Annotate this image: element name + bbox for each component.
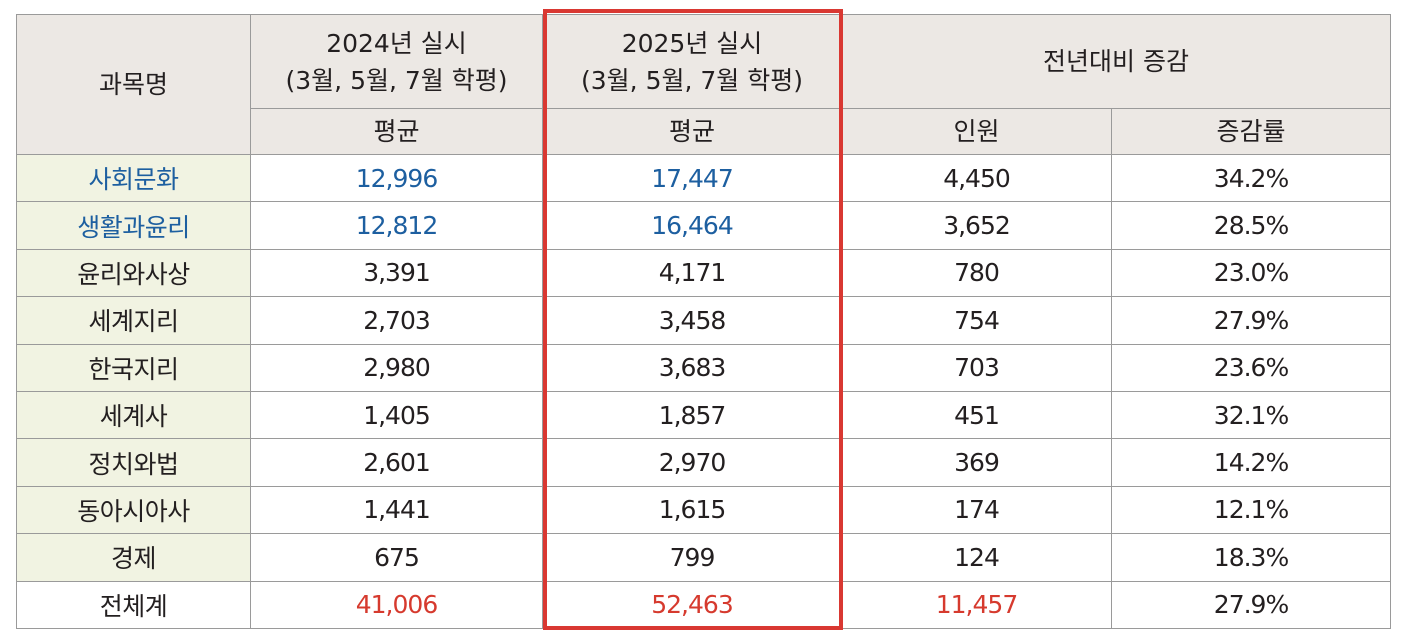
avg-2025-cell: 3,683: [542, 343, 842, 392]
table-row: 세계지리 2,703 3,458 754 27.9%: [16, 296, 1392, 345]
table-row: 경제 675 799 124 18.3%: [16, 533, 1392, 582]
avg-2024-cell: 1,441: [250, 485, 543, 535]
rate-change-cell: 27.9%: [1110, 296, 1392, 345]
avg-2024-cell: 12,812: [250, 201, 543, 250]
year-2024-subtitle: (3월, 5월, 7월 학평): [285, 65, 508, 95]
table-row: 사회문화 12,996 17,447 4,450 34.2%: [16, 153, 1392, 203]
avg-2025-cell: 16,464: [542, 201, 842, 250]
table-row: 정치와법 2,601 2,970 369 14.2%: [16, 438, 1392, 487]
people-change-cell: 124: [841, 533, 1112, 582]
total-avg-2025: 52,463: [542, 580, 842, 629]
rate-change-cell: 23.0%: [1110, 248, 1392, 298]
rate-change-cell: 32.1%: [1110, 390, 1392, 440]
subject-name: 생활과윤리: [16, 201, 251, 250]
people-change-cell: 754: [841, 296, 1112, 345]
year-2024-title: 2024년 실시: [326, 28, 467, 58]
avg-2025-header: 평균: [542, 108, 842, 155]
year-2025-subtitle: (3월, 5월, 7월 학평): [581, 65, 803, 95]
rate-change-cell: 18.3%: [1110, 533, 1392, 582]
avg-2025-cell: 1,857: [542, 390, 842, 440]
avg-2024-header: 평균: [250, 108, 543, 155]
people-header: 인원: [841, 108, 1112, 155]
rate-change-cell: 12.1%: [1110, 485, 1392, 535]
total-row: 전체계 41,006 52,463 11,457 27.9%: [16, 580, 1392, 629]
year-2025-title: 2025년 실시: [621, 28, 763, 58]
rate-change-cell: 28.5%: [1110, 201, 1392, 250]
subject-name: 윤리와사상: [16, 248, 251, 298]
table-row: 생활과윤리 12,812 16,464 3,652 28.5%: [16, 201, 1392, 250]
table-row: 동아시아사 1,441 1,615 174 12.1%: [16, 485, 1392, 535]
people-change-cell: 780: [841, 248, 1112, 298]
people-change-cell: 451: [841, 390, 1112, 440]
rate-change-cell: 34.2%: [1110, 153, 1392, 203]
avg-2025-cell: 4,171: [542, 248, 842, 298]
avg-2025-cell: 3,458: [542, 296, 842, 345]
total-people-change: 11,457: [841, 580, 1112, 629]
total-rate-change: 27.9%: [1110, 580, 1392, 629]
avg-2024-cell: 2,601: [250, 438, 543, 487]
year-2025-header: 2025년 실시 (3월, 5월, 7월 학평): [542, 14, 842, 109]
people-change-cell: 4,450: [841, 153, 1112, 203]
people-change-cell: 174: [841, 485, 1112, 535]
table-row: 한국지리 2,980 3,683 703 23.6%: [16, 343, 1392, 392]
subject-name: 한국지리: [16, 343, 251, 392]
avg-2024-cell: 2,703: [250, 296, 543, 345]
change-header: 전년대비 증감: [840, 14, 1392, 109]
subject-comparison-table: 과목명 2024년 실시 (3월, 5월, 7월 학평) 2025년 실시 (3월,…: [16, 14, 1392, 629]
rate-header: 증감률: [1110, 108, 1392, 155]
subject-name: 경제: [16, 533, 251, 582]
total-label: 전체계: [16, 580, 251, 629]
table-row: 윤리와사상 3,391 4,171 780 23.0%: [16, 248, 1392, 298]
people-change-cell: 369: [841, 438, 1112, 487]
people-change-cell: 703: [841, 343, 1112, 392]
subject-name: 세계사: [16, 390, 251, 440]
subject-name: 세계지리: [16, 296, 251, 345]
avg-2024-cell: 3,391: [250, 248, 543, 298]
avg-2024-cell: 675: [250, 533, 543, 582]
table-row: 세계사 1,405 1,857 451 32.1%: [16, 390, 1392, 440]
avg-2024-cell: 1,405: [250, 390, 543, 440]
avg-2024-cell: 12,996: [250, 153, 543, 203]
avg-2025-cell: 1,615: [542, 485, 842, 535]
avg-2025-cell: 17,447: [542, 153, 842, 203]
avg-2024-cell: 2,980: [250, 343, 543, 392]
subject-name: 정치와법: [16, 438, 251, 487]
subject-header: 과목명: [16, 14, 251, 155]
avg-2025-cell: 799: [542, 533, 842, 582]
subject-name: 사회문화: [16, 153, 251, 203]
people-change-cell: 3,652: [841, 201, 1112, 250]
avg-2025-cell: 2,970: [542, 438, 842, 487]
rate-change-cell: 14.2%: [1110, 438, 1392, 487]
year-2024-header: 2024년 실시 (3월, 5월, 7월 학평): [250, 14, 543, 109]
rate-change-cell: 23.6%: [1110, 343, 1392, 392]
total-avg-2024: 41,006: [250, 580, 543, 629]
subject-name: 동아시아사: [16, 485, 251, 535]
